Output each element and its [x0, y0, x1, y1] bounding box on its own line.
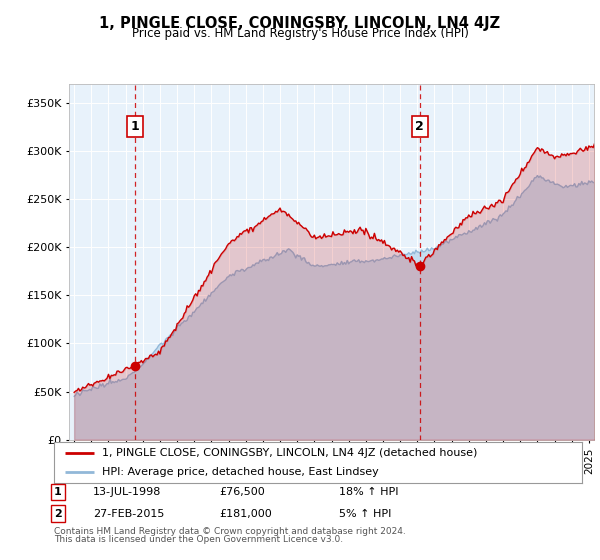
Text: 1: 1 — [131, 120, 139, 133]
Text: 5% ↑ HPI: 5% ↑ HPI — [339, 508, 391, 519]
Text: 18% ↑ HPI: 18% ↑ HPI — [339, 487, 398, 497]
Text: £76,500: £76,500 — [219, 487, 265, 497]
Text: 1: 1 — [54, 487, 62, 497]
Text: 1, PINGLE CLOSE, CONINGSBY, LINCOLN, LN4 4JZ: 1, PINGLE CLOSE, CONINGSBY, LINCOLN, LN4… — [100, 16, 500, 31]
Text: HPI: Average price, detached house, East Lindsey: HPI: Average price, detached house, East… — [101, 467, 378, 477]
Text: This data is licensed under the Open Government Licence v3.0.: This data is licensed under the Open Gov… — [54, 535, 343, 544]
Text: 13-JUL-1998: 13-JUL-1998 — [93, 487, 161, 497]
Text: 2: 2 — [54, 508, 62, 519]
Text: 27-FEB-2015: 27-FEB-2015 — [93, 508, 164, 519]
Text: Contains HM Land Registry data © Crown copyright and database right 2024.: Contains HM Land Registry data © Crown c… — [54, 528, 406, 536]
Text: 2: 2 — [415, 120, 424, 133]
Text: 1, PINGLE CLOSE, CONINGSBY, LINCOLN, LN4 4JZ (detached house): 1, PINGLE CLOSE, CONINGSBY, LINCOLN, LN4… — [101, 449, 477, 458]
Text: £181,000: £181,000 — [219, 508, 272, 519]
Text: Price paid vs. HM Land Registry's House Price Index (HPI): Price paid vs. HM Land Registry's House … — [131, 27, 469, 40]
